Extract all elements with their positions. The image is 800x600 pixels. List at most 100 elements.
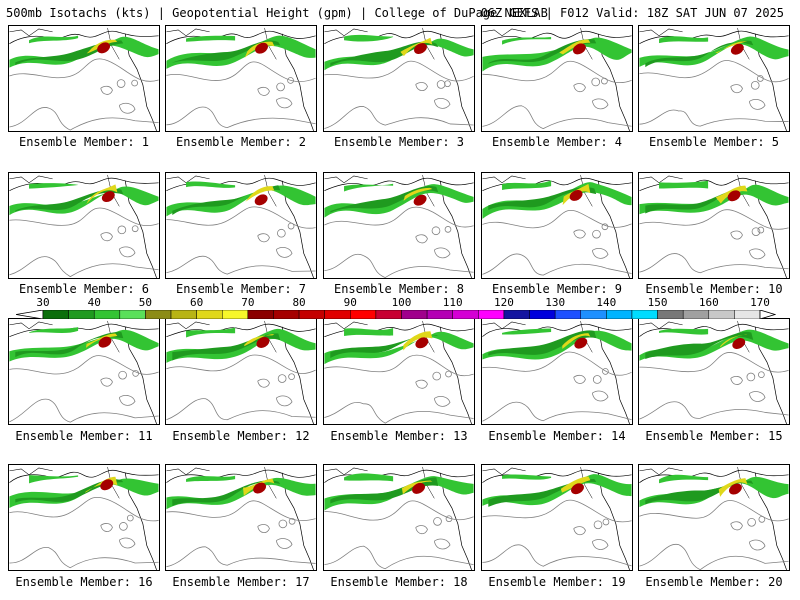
coastline — [482, 175, 526, 184]
coastline — [597, 180, 630, 278]
coastline — [439, 326, 472, 424]
height-contour — [591, 77, 601, 87]
height-contour — [750, 81, 760, 90]
coastline — [124, 472, 157, 570]
wind-band-50kt — [330, 477, 439, 504]
wind-band-40kt — [639, 329, 789, 361]
height-contour — [748, 98, 766, 110]
height-contour — [482, 253, 632, 276]
height-contour — [591, 98, 609, 110]
colorbar-tick-label: 60 — [190, 296, 204, 309]
height-contour — [482, 210, 632, 229]
colorbar-swatch — [119, 310, 146, 319]
colorbar-swatch — [42, 310, 69, 319]
ensemble-panel — [165, 172, 317, 279]
ensemble-panel — [323, 25, 475, 132]
height-contour — [166, 61, 316, 83]
wind-band-40kt — [659, 474, 709, 484]
height-contour — [166, 398, 316, 421]
height-contour — [9, 355, 159, 375]
wind-band-50kt — [15, 479, 124, 503]
height-contour — [445, 515, 453, 523]
height-contour — [758, 516, 766, 523]
ensemble-member-label: Ensemble Member: 9 — [491, 282, 623, 296]
coastline — [754, 326, 787, 424]
height-contour — [324, 354, 474, 377]
height-contour — [482, 401, 632, 422]
isotach-map — [166, 27, 316, 131]
height-contour — [573, 526, 586, 536]
coastline — [639, 323, 789, 337]
wind-band-40kt — [659, 328, 709, 335]
coastline — [281, 326, 314, 424]
jet-core — [414, 43, 427, 55]
coastline — [639, 28, 683, 37]
coastline — [639, 467, 683, 476]
colorbar-tick-label: 70 — [241, 296, 255, 309]
colorbar-max-arrow — [759, 310, 776, 319]
height-contour — [573, 374, 586, 384]
ensemble-panel — [638, 464, 790, 571]
wind-band-70kt — [86, 333, 118, 348]
ensemble-member-label: Ensemble Member: 16 — [15, 575, 153, 589]
height-contour — [431, 226, 441, 236]
height-contour — [126, 514, 134, 522]
height-contour — [118, 370, 127, 380]
wind-band-40kt — [166, 477, 316, 510]
jet-core — [97, 42, 111, 54]
height-contour — [324, 500, 474, 521]
wind-band-70kt — [244, 334, 275, 347]
ensemble-member-label: Ensemble Member: 1 — [18, 135, 150, 149]
isotach-map — [639, 320, 789, 424]
wind-band-70kt — [562, 183, 591, 206]
height-contour — [117, 225, 127, 235]
wind-band-50kt — [172, 480, 281, 506]
wind-band-70kt — [403, 331, 433, 351]
height-contour — [324, 402, 474, 424]
height-contour — [118, 102, 136, 114]
height-contour — [287, 77, 294, 84]
colorbar-graphic — [16, 310, 776, 319]
height-contour — [119, 522, 128, 531]
ensemble-panel — [8, 172, 160, 279]
height-contour — [758, 371, 765, 379]
jet-core — [98, 336, 112, 348]
jet-core — [412, 482, 425, 494]
wind-band-70kt — [403, 187, 433, 201]
height-contour — [324, 253, 474, 278]
ensemble-panel — [481, 464, 633, 571]
ensemble-panel — [638, 318, 790, 425]
height-contour — [9, 398, 159, 423]
coastline — [124, 33, 157, 131]
height-contour — [276, 82, 285, 92]
height-contour — [118, 537, 136, 549]
wind-band-50kt — [330, 334, 439, 359]
ensemble-member-label: Ensemble Member: 5 — [648, 135, 780, 149]
wind-band-50kt — [15, 331, 124, 358]
ensemble-member-label: Ensemble Member: 13 — [330, 429, 468, 443]
wind-band-40kt — [186, 181, 236, 188]
coastline — [9, 321, 53, 330]
coastline — [482, 323, 632, 337]
height-contour — [444, 80, 451, 88]
wind-band-70kt — [86, 39, 118, 54]
height-contour — [166, 500, 316, 521]
coastline — [9, 469, 159, 483]
colorbar-swatch — [68, 310, 95, 319]
height-contour — [9, 256, 159, 278]
ensemble-panel — [323, 318, 475, 425]
height-contour — [287, 222, 295, 230]
ensemble-panel — [481, 25, 633, 132]
height-contour — [602, 518, 610, 526]
height-contour — [639, 352, 789, 373]
colorbar-swatch — [401, 310, 428, 319]
coastline — [324, 175, 368, 184]
colorbar-tick-label: 110 — [442, 296, 463, 309]
wind-band-40kt — [344, 473, 394, 482]
height-contour — [118, 246, 136, 258]
coastline — [482, 30, 632, 44]
wind-band-50kt — [488, 330, 597, 356]
jet-core — [727, 190, 741, 202]
wind-band-40kt — [502, 180, 552, 191]
height-contour — [275, 395, 293, 407]
